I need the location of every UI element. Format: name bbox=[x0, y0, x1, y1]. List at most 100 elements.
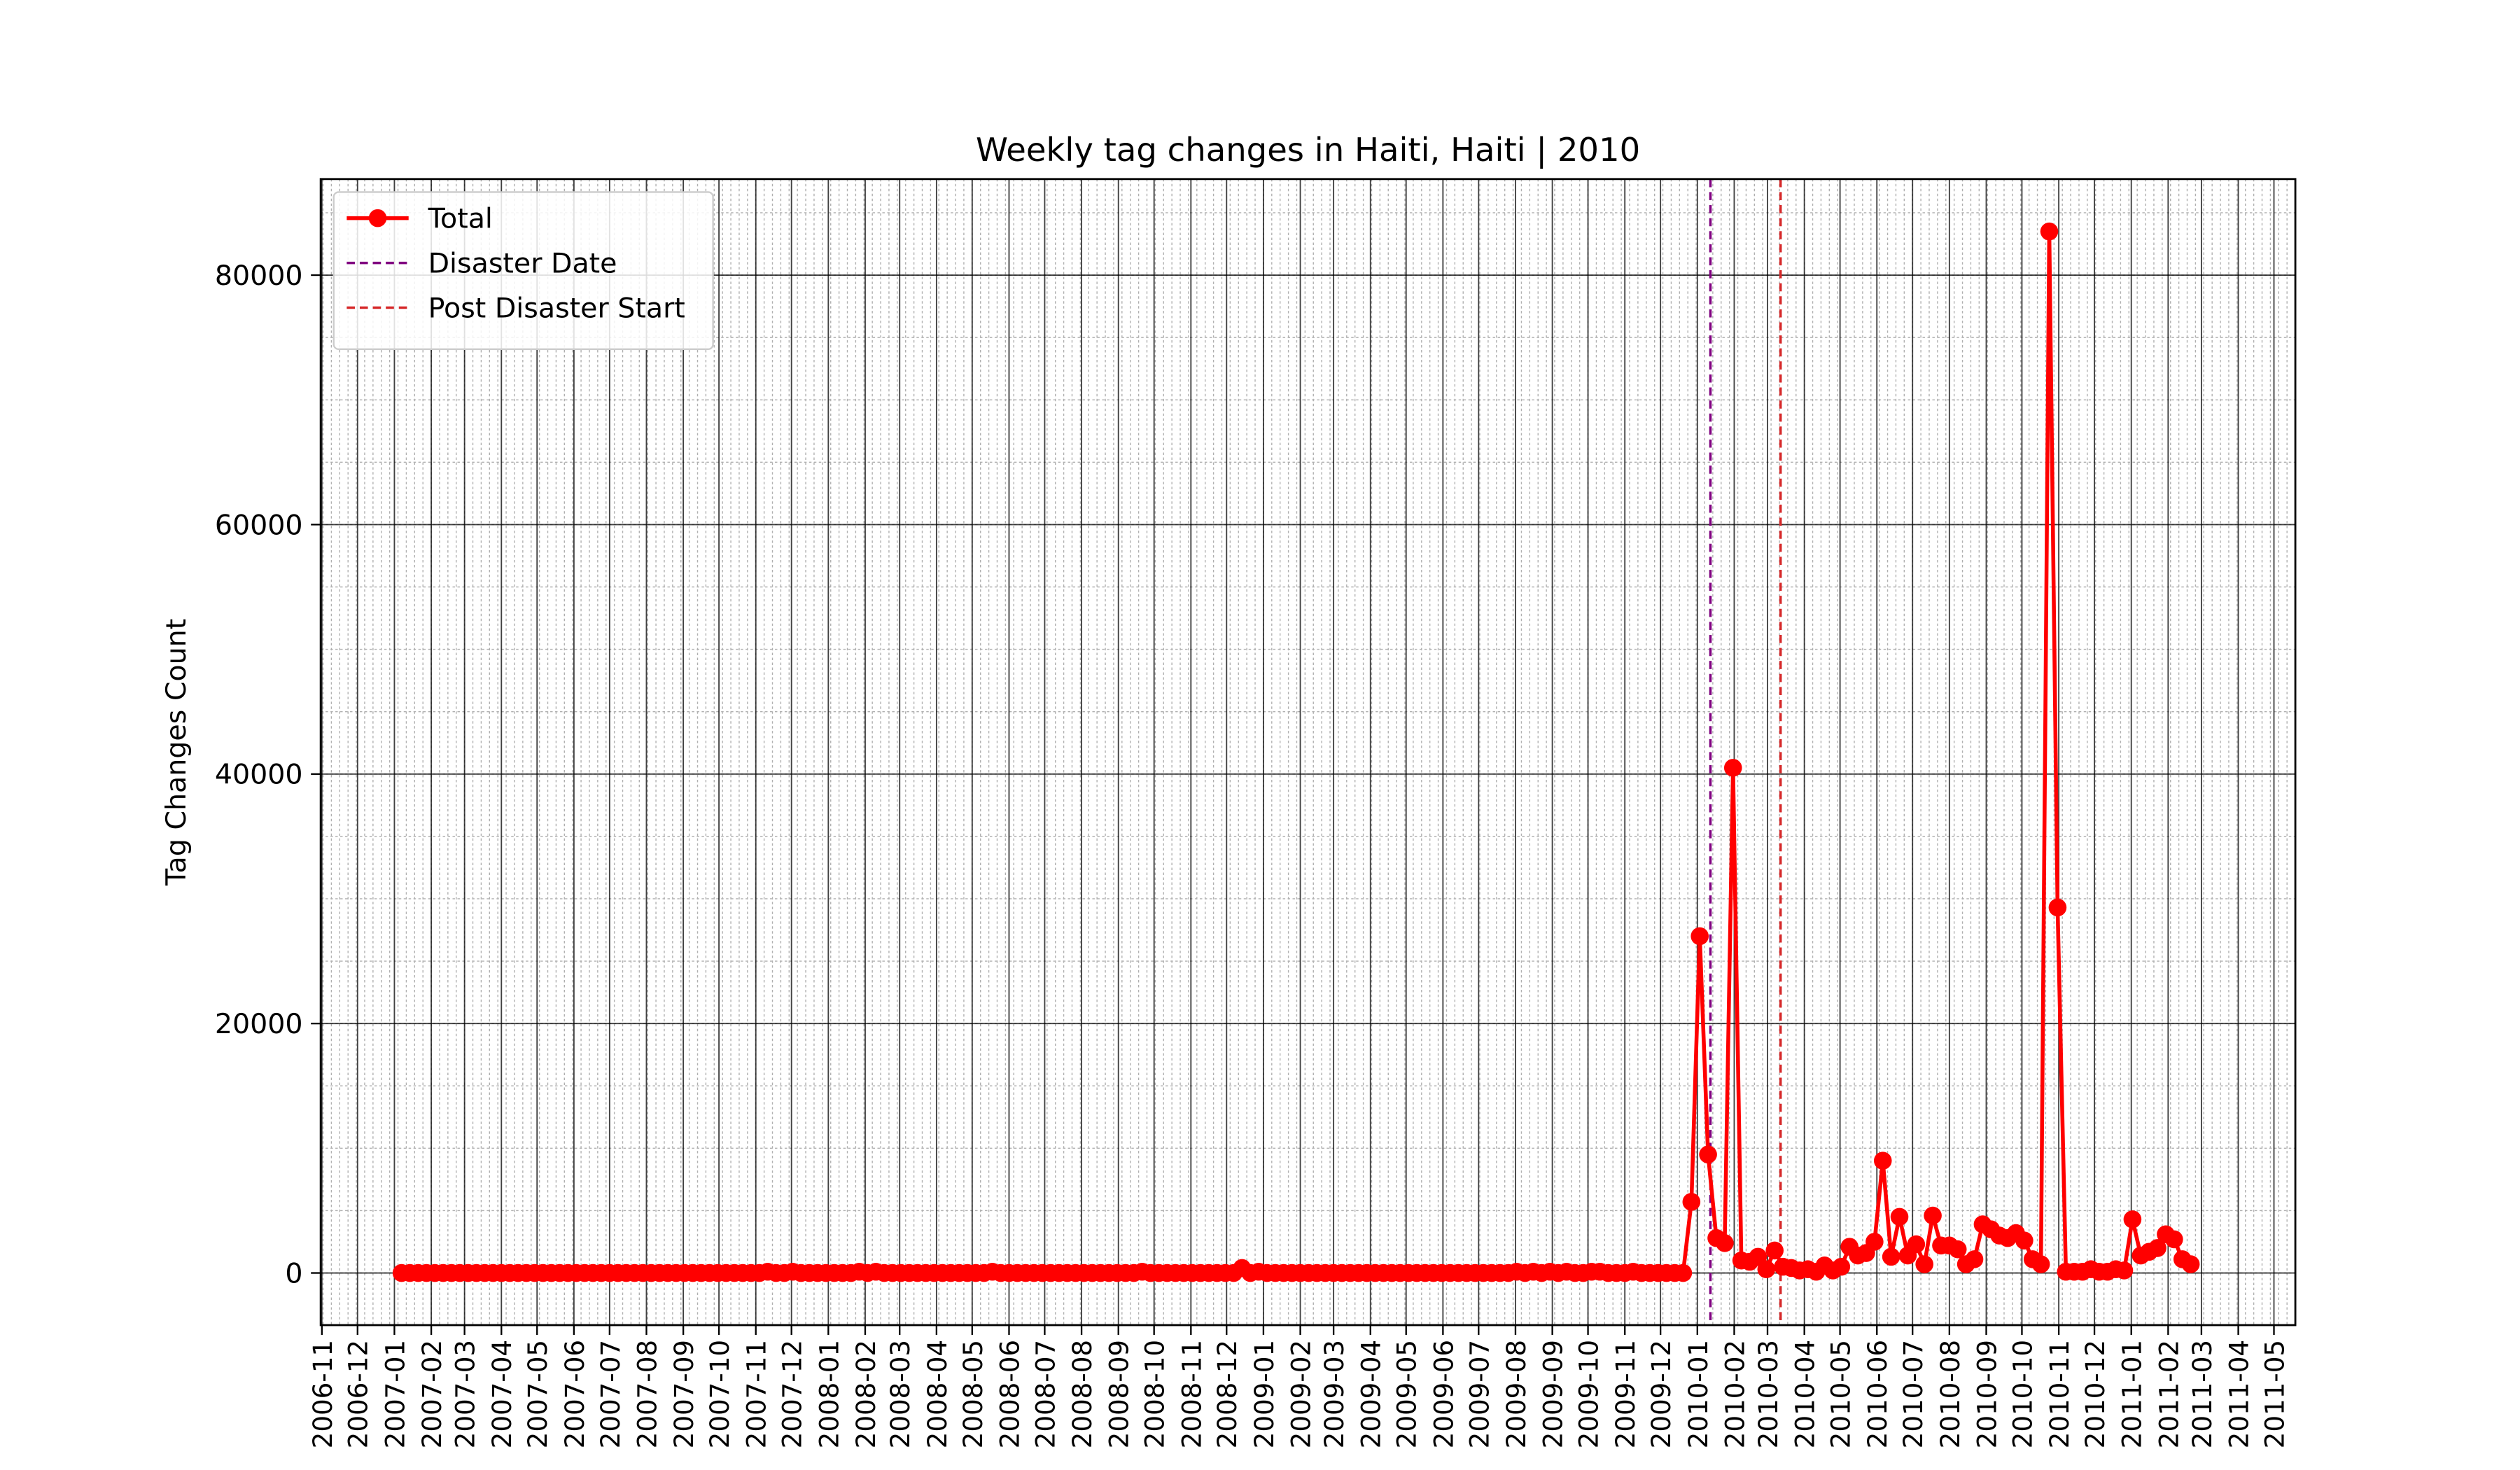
data-point bbox=[2115, 1261, 2134, 1280]
data-point bbox=[1723, 759, 1742, 777]
x-tick-label: 2011-03 bbox=[2187, 1340, 2218, 1448]
legend-label: Total bbox=[428, 203, 493, 235]
x-tick-label: 2011-02 bbox=[2153, 1340, 2184, 1448]
data-point bbox=[1690, 927, 1709, 946]
data-point bbox=[2048, 898, 2067, 917]
y-tick-label: 60000 bbox=[215, 509, 303, 541]
data-point bbox=[2181, 1255, 2200, 1273]
x-tick-label: 2008-09 bbox=[1104, 1340, 1135, 1448]
x-tick-label: 2008-08 bbox=[1067, 1340, 1098, 1448]
x-tick-label: 2008-01 bbox=[813, 1340, 844, 1448]
data-point bbox=[1965, 1250, 1984, 1268]
legend-box bbox=[332, 191, 714, 351]
plot-area bbox=[392, 178, 2200, 1326]
y-tick-label: 80000 bbox=[215, 260, 303, 292]
x-tick-label: 2010-09 bbox=[1971, 1340, 2002, 1448]
x-tick-label: 2009-04 bbox=[1356, 1340, 1387, 1448]
x-tick-label: 2011-01 bbox=[2117, 1340, 2148, 1448]
x-tick-label: 2011-04 bbox=[2224, 1340, 2255, 1448]
data-point bbox=[2123, 1210, 2142, 1228]
x-tick-label: 2008-04 bbox=[922, 1340, 953, 1448]
x-tick-label: 2007-11 bbox=[741, 1340, 772, 1448]
x-tick-label: 2007-04 bbox=[486, 1340, 517, 1448]
legend-label: Post Disaster Start bbox=[428, 292, 685, 324]
x-tick-label: 2008-10 bbox=[1140, 1340, 1170, 1448]
x-tick-label: 2010-10 bbox=[2007, 1340, 2038, 1448]
data-point bbox=[1924, 1206, 1942, 1225]
x-tick-label: 2007-06 bbox=[559, 1340, 590, 1448]
grid bbox=[321, 178, 2296, 1326]
y-tick-label: 20000 bbox=[215, 1008, 303, 1040]
data-point bbox=[1948, 1240, 1967, 1259]
y-tick-label: 40000 bbox=[215, 759, 303, 791]
x-tick-label: 2008-06 bbox=[994, 1340, 1025, 1448]
data-point bbox=[1699, 1145, 1717, 1164]
x-tick-label: 2010-03 bbox=[1753, 1340, 1784, 1448]
x-tick-label: 2009-03 bbox=[1319, 1340, 1350, 1448]
x-tick-label: 2007-08 bbox=[631, 1340, 662, 1448]
x-tick-label: 2007-02 bbox=[416, 1340, 447, 1448]
x-tick-label: 2007-03 bbox=[450, 1340, 481, 1448]
x-tick-label: 2009-12 bbox=[1646, 1340, 1676, 1448]
data-point bbox=[2148, 1239, 2166, 1257]
data-point bbox=[1682, 1193, 1701, 1211]
x-tick-label: 2007-09 bbox=[668, 1340, 699, 1448]
legend-swatch bbox=[368, 209, 387, 227]
x-tick-label: 2008-12 bbox=[1212, 1340, 1242, 1448]
x-tick-label: 2010-07 bbox=[1898, 1340, 1928, 1448]
x-tick-label: 2009-07 bbox=[1464, 1340, 1494, 1448]
x-tick-label: 2010-04 bbox=[1790, 1340, 1821, 1448]
x-tick-label: 2009-08 bbox=[1501, 1340, 1532, 1448]
data-point bbox=[2040, 222, 2059, 241]
data-point bbox=[1907, 1235, 1926, 1254]
data-point bbox=[2165, 1230, 2183, 1249]
x-tick-label: 2010-08 bbox=[1935, 1340, 1966, 1448]
x-tick-label: 2006-12 bbox=[343, 1340, 374, 1448]
x-tick-label: 2007-12 bbox=[777, 1340, 808, 1448]
data-point bbox=[1890, 1208, 1909, 1226]
x-tick-label: 2010-12 bbox=[2080, 1340, 2110, 1448]
x-tick-label: 2009-09 bbox=[1538, 1340, 1569, 1448]
axes: 2006-11 2006-12 2007-01 2007-02 2007-03 2007-… bbox=[215, 178, 2297, 1448]
data-point bbox=[1674, 1264, 1693, 1282]
chart-title: Weekly tag changes in Haiti, Haiti | 201… bbox=[976, 131, 1640, 169]
data-point bbox=[1865, 1233, 1884, 1251]
data-point bbox=[1873, 1152, 1892, 1170]
data-point bbox=[1882, 1247, 1900, 1266]
data-point bbox=[1832, 1257, 1851, 1276]
x-tick-label: 2008-03 bbox=[885, 1340, 916, 1448]
x-tick-label: 2011-05 bbox=[2259, 1340, 2290, 1448]
x-tick-label: 2007-01 bbox=[379, 1340, 410, 1448]
data-point bbox=[1716, 1233, 1734, 1252]
legend-label: Disaster Date bbox=[428, 248, 617, 280]
y-axis-label: Tag Changes Count bbox=[160, 619, 192, 886]
x-tick-label: 2009-06 bbox=[1428, 1340, 1459, 1448]
x-tick-label: 2007-07 bbox=[595, 1340, 626, 1448]
x-tick-label: 2008-11 bbox=[1176, 1340, 1207, 1448]
x-tick-label: 2010-06 bbox=[1862, 1340, 1893, 1448]
x-tick-label: 2007-05 bbox=[522, 1340, 553, 1448]
x-tick-label: 2008-07 bbox=[1030, 1340, 1060, 1448]
x-tick-label: 2010-02 bbox=[1719, 1340, 1750, 1448]
data-point bbox=[2015, 1231, 2033, 1250]
x-tick-label: 2009-05 bbox=[1392, 1340, 1422, 1448]
x-tick-label: 2009-02 bbox=[1286, 1340, 1317, 1448]
data-point bbox=[1757, 1260, 1776, 1278]
data-point bbox=[2031, 1255, 2050, 1273]
y-tick-label: 0 bbox=[285, 1257, 302, 1289]
x-tick-label: 2010-05 bbox=[1826, 1340, 1856, 1448]
x-tick-label: 2010-01 bbox=[1683, 1340, 1714, 1448]
data-point bbox=[1915, 1255, 1933, 1273]
x-tick-label: 2009-11 bbox=[1610, 1340, 1641, 1448]
data-point bbox=[1765, 1241, 1784, 1260]
x-tick-label: 2008-02 bbox=[850, 1340, 881, 1448]
x-tick-label: 2007-10 bbox=[704, 1340, 735, 1448]
x-tick-label: 2010-11 bbox=[2044, 1340, 2075, 1448]
x-tick-label: 2009-01 bbox=[1249, 1340, 1280, 1448]
x-tick-label: 2006-11 bbox=[307, 1340, 338, 1448]
axes-frame bbox=[319, 178, 2297, 1326]
x-tick-label: 2008-05 bbox=[958, 1340, 988, 1448]
legend: Total Disaster Date Post Disaster Start bbox=[332, 191, 714, 351]
